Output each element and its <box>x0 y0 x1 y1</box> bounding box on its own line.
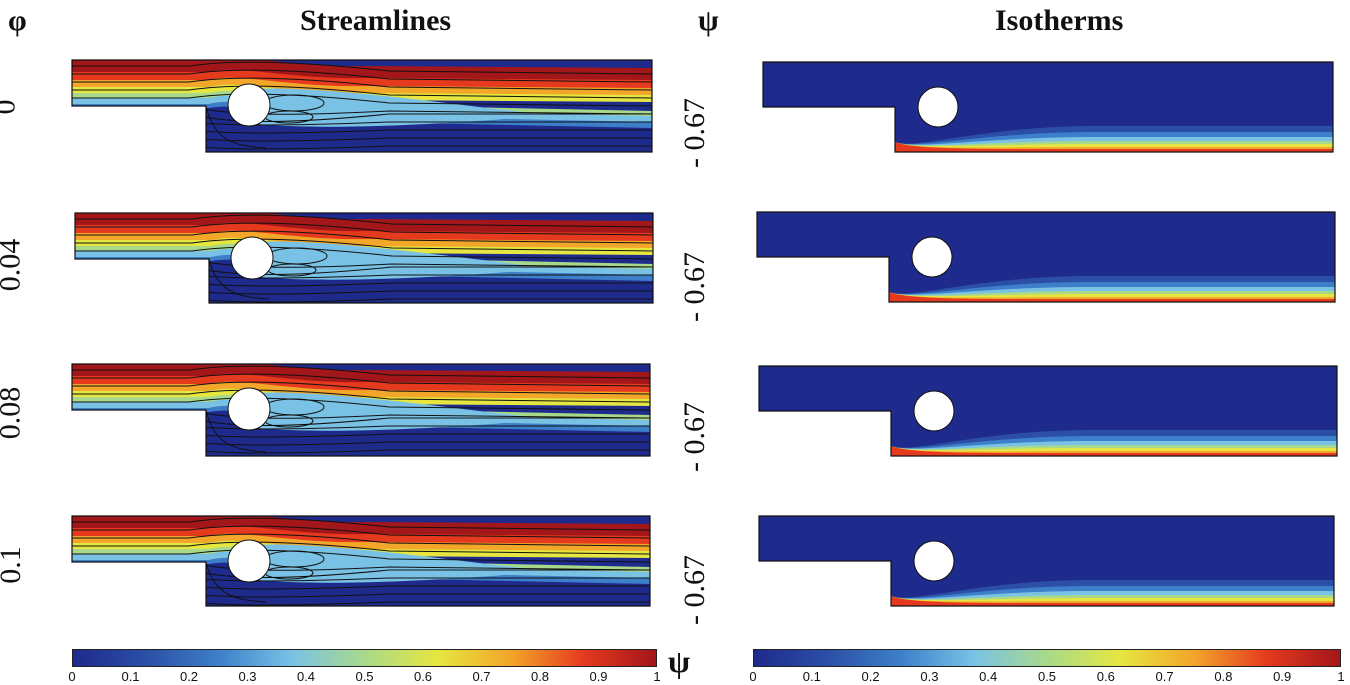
isotherms-title: Isotherms <box>995 4 1124 37</box>
colorbar-left-tick: 0.8 <box>530 669 550 684</box>
colorbar-left-psi-label: ψ <box>668 643 691 679</box>
phi-header: φ <box>8 4 27 37</box>
colorbar-left-tick: 0 <box>68 669 76 684</box>
colorbar-right <box>753 649 1341 667</box>
psi-value-row-1: - 0.67 <box>678 98 711 168</box>
colorbar-left-tick: 0.5 <box>355 669 374 684</box>
colorbar-left-tick: 0.4 <box>296 669 316 684</box>
colorbar-right-tick: 0.7 <box>1155 669 1174 684</box>
phi-label-row-3: 0.08 <box>0 386 27 440</box>
isotherms-panel-1 <box>762 61 1334 153</box>
colorbar-left-tick: 0.3 <box>238 669 257 684</box>
colorbar-left-tick: 1 <box>653 669 661 684</box>
colorbar-right-tick: 0.1 <box>802 669 821 684</box>
isotherms-panel-2 <box>756 211 1336 303</box>
colorbar-left-tick: 0.9 <box>589 669 608 684</box>
isotherms-panel-3 <box>758 365 1338 457</box>
colorbar-right-tick: 0 <box>749 669 757 684</box>
colorbar-left <box>72 649 657 667</box>
colorbar-left-tick: 0.6 <box>413 669 433 684</box>
psi-header: ψ <box>698 4 719 37</box>
colorbar-right-tick: 0.4 <box>979 669 998 684</box>
streamlines-panel-4 <box>71 515 651 607</box>
streamlines-title: Streamlines <box>300 4 452 37</box>
psi-value-row-3: - 0.67 <box>678 402 711 472</box>
phi-label-row-2: 0.04 <box>0 238 27 292</box>
streamlines-panel-3 <box>71 363 651 457</box>
colorbar-right-tick: 0.8 <box>1214 669 1233 684</box>
streamlines-panel-1 <box>71 59 653 153</box>
colorbar-left-tick: 0.1 <box>121 669 140 684</box>
phi-label-row-4: 0.1 <box>0 546 27 584</box>
isotherms-panel-4 <box>758 515 1335 607</box>
colorbar-right-tick: 0.5 <box>1037 669 1057 684</box>
colorbar-left-tick: 0.7 <box>472 669 491 684</box>
phi-label-row-1: 0 <box>0 100 22 115</box>
colorbar-left-tick: 0.2 <box>179 669 199 684</box>
colorbar-right-tick: 0.6 <box>1096 669 1115 684</box>
colorbar-right-tick: 0.2 <box>861 669 880 684</box>
colorbar-right-tick: 0.3 <box>920 669 939 684</box>
colorbar-right-tick: 0.9 <box>1273 669 1292 684</box>
psi-value-row-4: - 0.67 <box>678 555 711 625</box>
psi-value-row-2: - 0.67 <box>678 252 711 322</box>
streamlines-panel-2 <box>74 212 654 304</box>
colorbar-right-tick: 1 <box>1337 669 1345 684</box>
